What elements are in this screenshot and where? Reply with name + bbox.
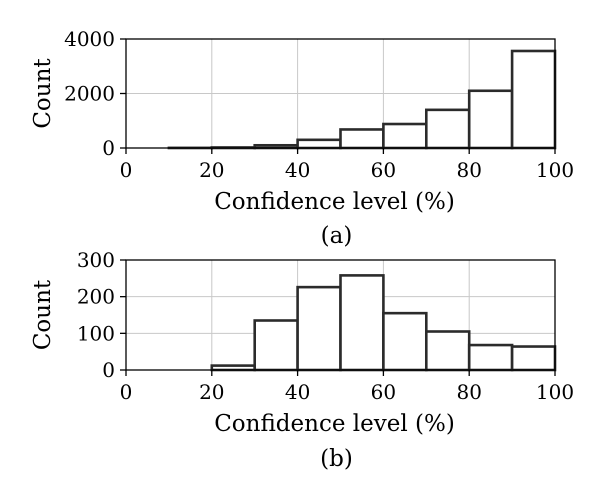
x-tick-label: 0	[120, 158, 133, 182]
x-tick-label: 40	[285, 380, 310, 404]
y-axis-label: Count	[30, 58, 56, 129]
histogram-bar	[339, 128, 385, 150]
x-tick-label: 20	[199, 158, 224, 182]
x-tick-label: 60	[371, 380, 396, 404]
y-tick-label: 100	[77, 321, 115, 345]
y-axis-label: Count	[30, 279, 56, 350]
x-axis-label: Confidence level (%)	[214, 189, 455, 215]
histogram-bar	[296, 285, 342, 372]
histogram-bar	[210, 364, 257, 372]
histogram-bar	[424, 108, 471, 150]
histogram-bar	[296, 138, 342, 150]
x-axis-label: Confidence level (%)	[214, 411, 455, 437]
histogram-bar	[424, 330, 471, 372]
histogram-a: 0 20 40 60 80 100 0 2000 4000 Confidence level (%…	[30, 27, 574, 249]
y-tick-label: 200	[77, 285, 115, 309]
x-tick-label: 60	[371, 158, 396, 182]
y-tick-label: 0	[102, 136, 115, 160]
x-tick-label: 80	[456, 158, 481, 182]
x-tick-label: 100	[536, 158, 574, 182]
y-tick-label: 4000	[64, 27, 115, 51]
x-tick-label: 80	[456, 380, 481, 404]
histogram-bar	[339, 274, 385, 372]
histogram-bar	[510, 49, 557, 150]
subfigure-caption: (b)	[320, 446, 353, 472]
histogram-b: 0 20 40 60 80 100 0 100 200 300 Confidence level (…	[30, 248, 574, 472]
x-tick-label: 100	[536, 380, 574, 404]
x-tick-label: 40	[285, 158, 310, 182]
histogram-bar	[253, 319, 299, 372]
x-tick-label: 0	[120, 380, 133, 404]
plot-frame	[125, 259, 556, 371]
histogram-bar	[382, 311, 428, 372]
x-tick-label: 20	[199, 380, 224, 404]
histogram-bar	[467, 343, 514, 372]
subfigure-caption: (a)	[321, 223, 353, 249]
histogram-bar	[510, 345, 557, 372]
y-tick-label: 0	[102, 358, 115, 382]
histogram-bar	[382, 122, 428, 150]
y-tick-label: 300	[77, 248, 115, 272]
y-tick-label: 2000	[64, 82, 115, 106]
histogram-bar	[467, 89, 514, 150]
